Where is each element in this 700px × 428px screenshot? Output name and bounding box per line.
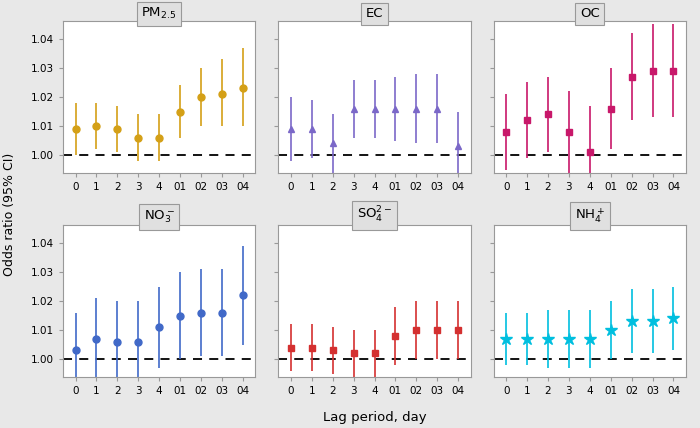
Text: Lag period, day: Lag period, day — [323, 411, 426, 424]
Text: Odds ratio (95% CI): Odds ratio (95% CI) — [4, 152, 17, 276]
Title: NH$_4^+$: NH$_4^+$ — [575, 207, 605, 226]
Title: EC: EC — [365, 7, 384, 20]
Title: OC: OC — [580, 7, 600, 20]
Title: SO$_4^{2-}$: SO$_4^{2-}$ — [357, 205, 392, 226]
Title: PM$_{2.5}$: PM$_{2.5}$ — [141, 6, 177, 21]
Title: NO$_3^-$: NO$_3^-$ — [144, 209, 175, 226]
